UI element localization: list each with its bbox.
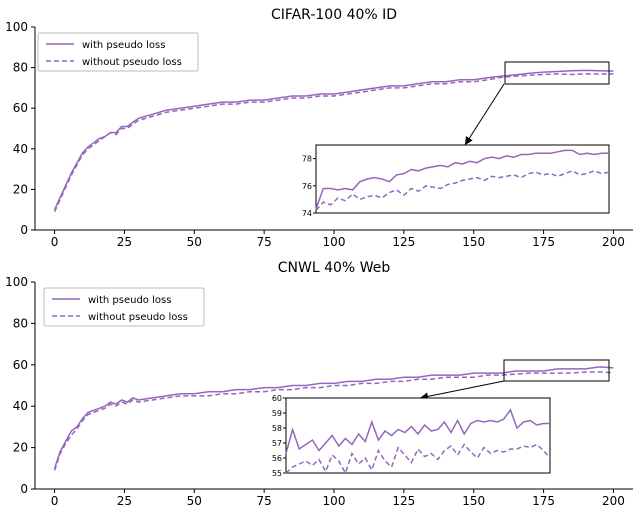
x-tick-label: 50 (187, 494, 202, 508)
x-tick-label: 75 (256, 494, 271, 508)
legend-box (43, 287, 205, 327)
y-tick-label: 40 (13, 399, 28, 413)
inset-y-tick-label: 57 (272, 439, 282, 448)
x-tick-label: 50 (187, 235, 202, 249)
zoom-region-box (503, 359, 610, 382)
x-tick-label: 125 (392, 494, 415, 508)
inset-series-line-with-pseudo-loss (285, 408, 550, 454)
y-tick-label: 0 (20, 482, 28, 496)
y-tick-label: 100 (5, 20, 28, 34)
x-tick-label: 100 (323, 235, 346, 249)
x-tick-label: 0 (51, 235, 59, 249)
inset-frame (315, 144, 610, 214)
x-tick-label: 200 (602, 235, 625, 249)
x-tick-label: 150 (462, 494, 485, 508)
zoom-arrow (464, 83, 505, 146)
y-tick-label: 80 (13, 61, 28, 75)
legend-label: with pseudo loss (82, 40, 165, 51)
x-tick-label: 125 (392, 235, 415, 249)
chart-title: CIFAR-100 40% ID (271, 7, 397, 23)
inset-y-tick-label: 58 (272, 424, 282, 433)
chart-title: CNWL 40% Web (278, 260, 391, 276)
inset-zoom-plot: 55 56 57 58 59 60 (272, 394, 551, 478)
y-tick-label: 0 (20, 223, 28, 237)
inset-series-line-without-pseudo-loss (315, 169, 610, 211)
legend-label: without pseudo loss (88, 312, 188, 323)
x-tick-label: 25 (117, 235, 132, 249)
y-tick-label: 40 (13, 142, 28, 156)
chart-1: CIFAR-100 40% ID 0 25 50 75 100 125 150 175 200 0 2… (5, 7, 633, 249)
inset-y-tick-label: 78 (302, 155, 312, 164)
legend-box (37, 32, 199, 72)
inset-y-tick-label: 59 (272, 409, 282, 418)
legend-label: with pseudo loss (88, 295, 171, 306)
zoom-arrow (419, 380, 505, 399)
series-line-with-pseudo-loss (53, 366, 614, 469)
y-tick-label: 60 (13, 358, 28, 372)
inset-y-tick-label: 76 (302, 182, 312, 191)
inset-y-tick-label: 60 (272, 394, 282, 403)
x-tick-label: 25 (117, 494, 132, 508)
inset-y-tick-label: 55 (272, 469, 282, 478)
x-tick-label: 175 (532, 494, 555, 508)
x-tick-label: 0 (51, 494, 59, 508)
x-tick-label: 75 (256, 235, 271, 249)
inset-y-tick-label: 56 (272, 454, 282, 463)
zoom-region-box (504, 61, 610, 85)
zoom-arrow-head (465, 136, 473, 145)
x-tick-label: 100 (323, 494, 346, 508)
series-line-without-pseudo-loss (53, 371, 614, 471)
y-tick-label: 80 (13, 316, 28, 330)
y-tick-label: 20 (13, 441, 28, 455)
chart-2: CNWL 40% Web 0 25 50 75 100 125 150 175 200 0 20 40 6… (5, 260, 633, 508)
legend-label: without pseudo loss (82, 57, 182, 68)
inset-series-line-with-pseudo-loss (315, 149, 609, 210)
inset-zoom-plot: 74 76 78 (302, 144, 610, 218)
y-tick-label: 100 (5, 275, 28, 289)
x-tick-label: 150 (462, 235, 485, 249)
series-line-with-pseudo-loss (53, 69, 614, 211)
y-tick-label: 60 (13, 101, 28, 115)
series-line-without-pseudo-loss (53, 73, 614, 213)
x-tick-label: 200 (602, 494, 625, 508)
y-tick-label: 20 (13, 182, 28, 196)
x-tick-label: 175 (532, 235, 555, 249)
inset-series-line-without-pseudo-loss (285, 443, 551, 475)
inset-y-tick-label: 74 (302, 209, 312, 218)
